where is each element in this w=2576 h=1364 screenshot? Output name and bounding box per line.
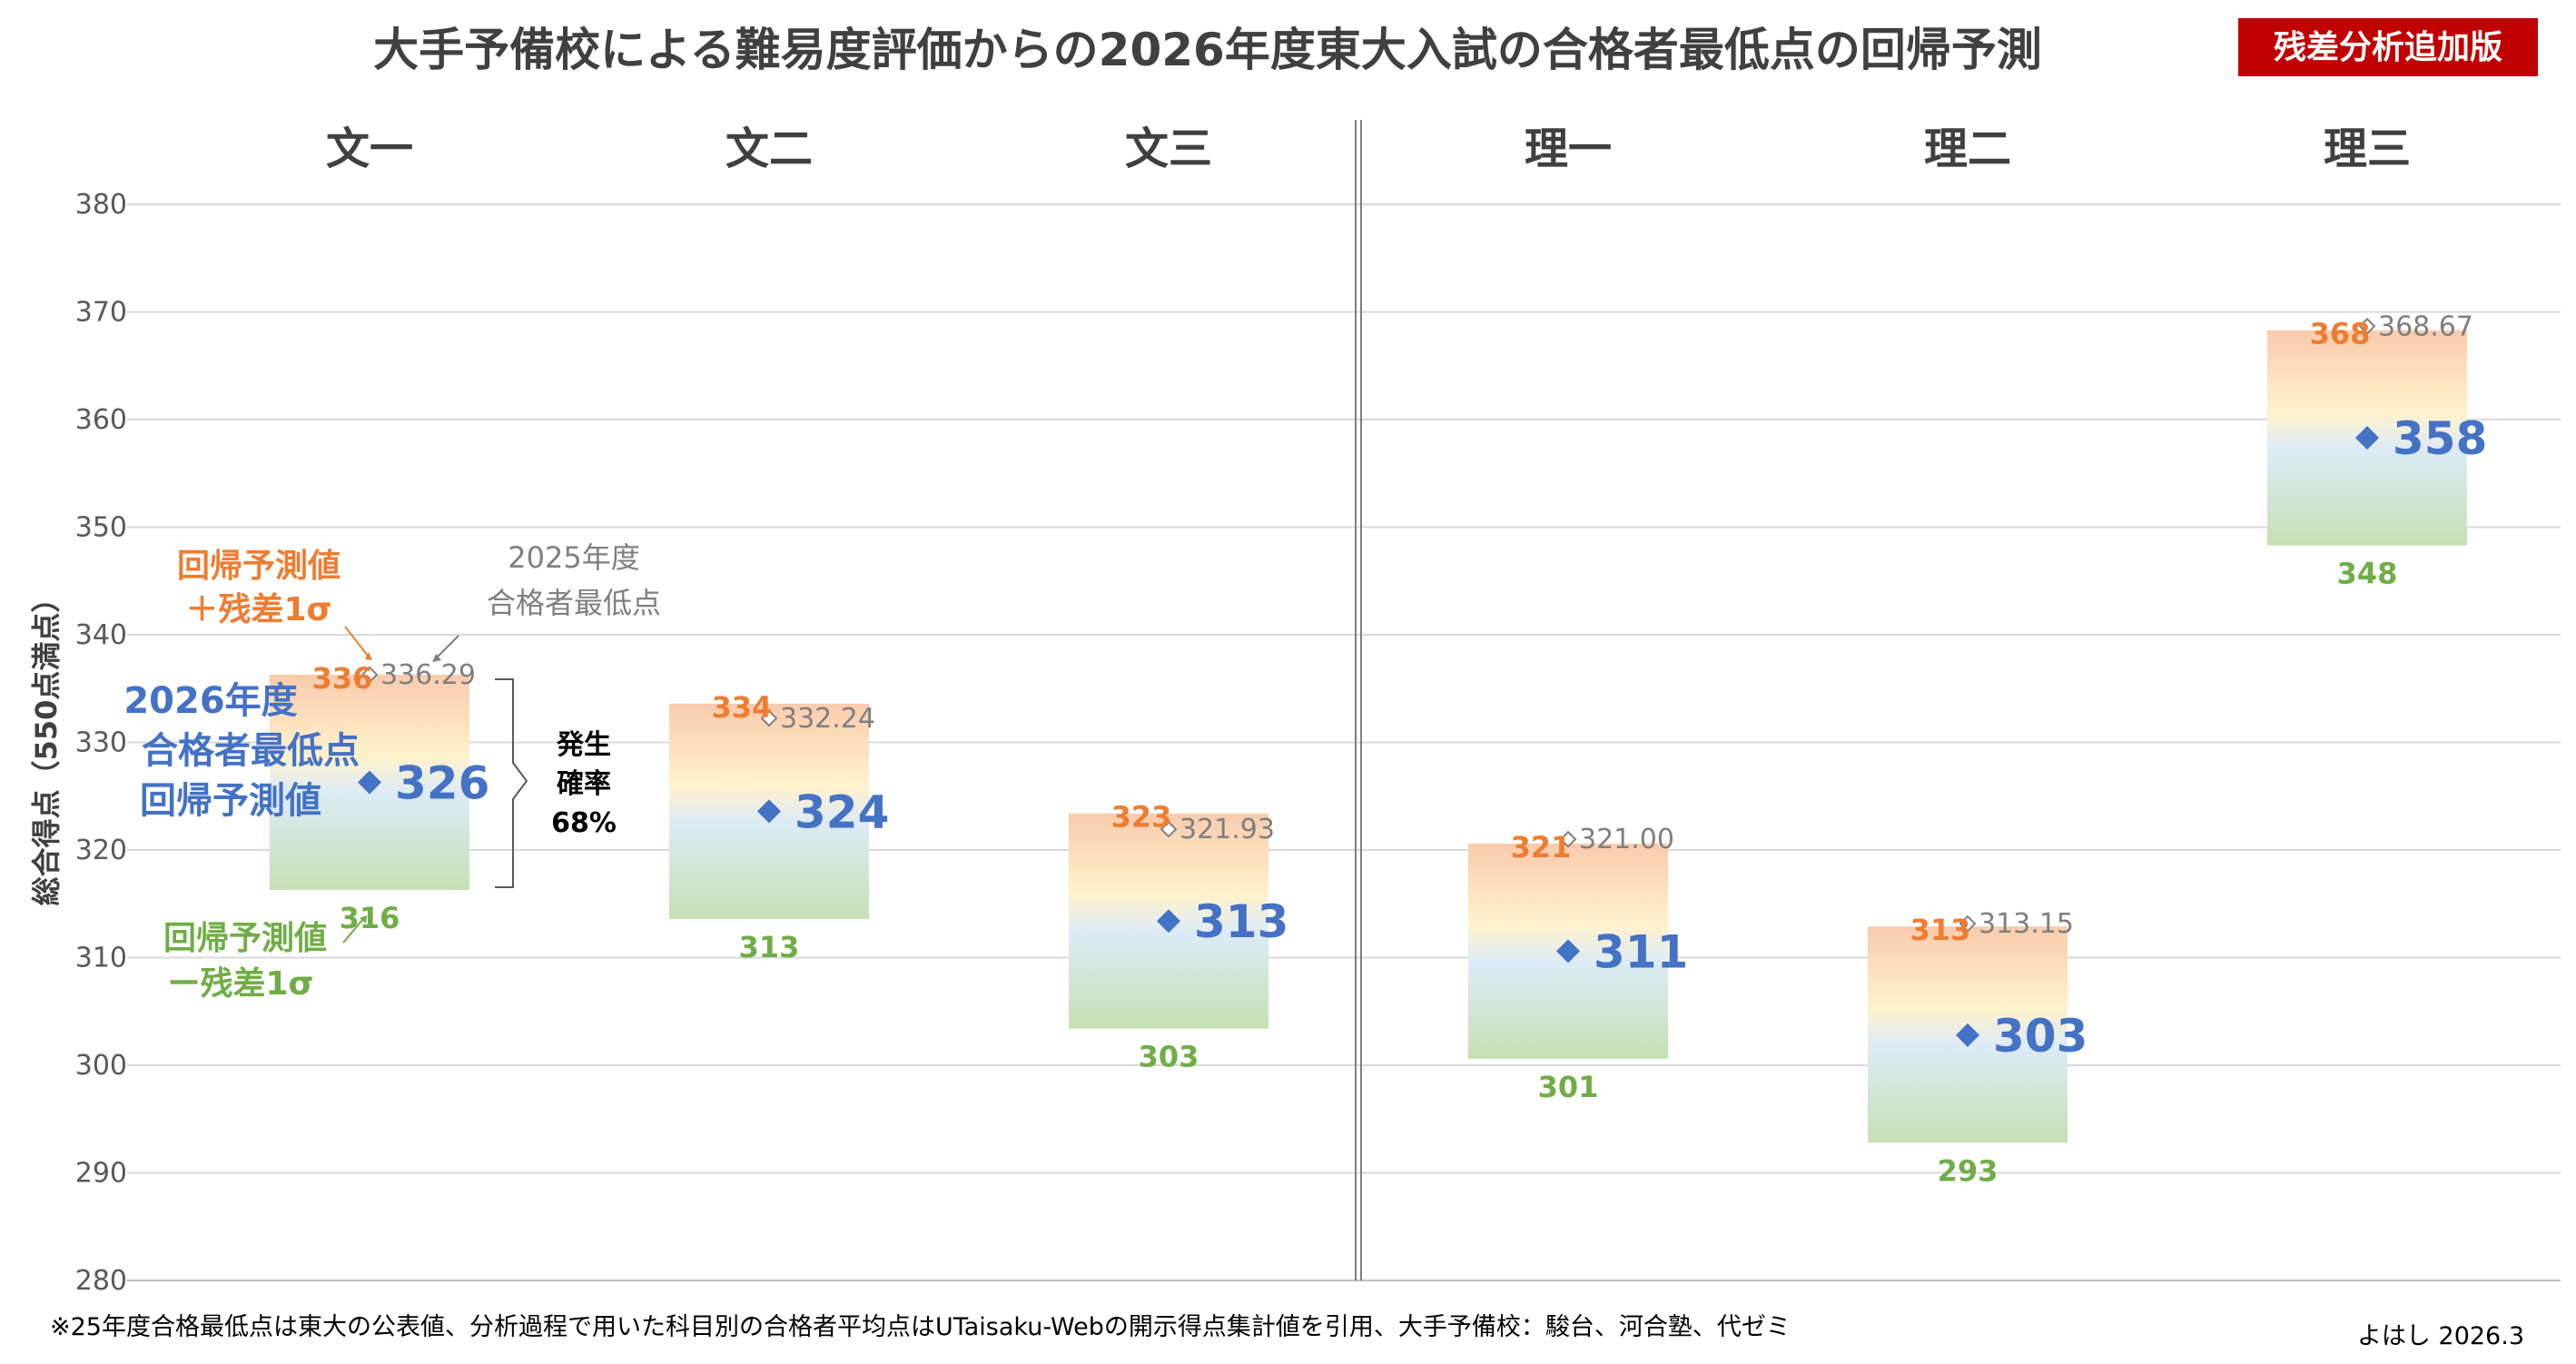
actual-2025-label: 321.00 (1579, 824, 1674, 855)
upper-label: 334 (712, 690, 773, 725)
annotation-actual-line1: 2025年度 (508, 540, 639, 575)
category-label: 理二 (1924, 124, 2011, 174)
annotation-prob-line1: 発生 (556, 729, 611, 761)
annotation-upper-arrowhead (365, 652, 372, 660)
lower-label: 316 (340, 901, 400, 935)
annotation-upper-arrow (344, 626, 369, 657)
predicted-point (757, 799, 781, 824)
upper-label: 313 (1910, 913, 1971, 947)
y-axis-label: 総合得点（550点満点） (29, 584, 64, 906)
upper-label: 323 (1111, 800, 1172, 835)
y-tick-label: 350 (75, 512, 127, 544)
annotation-prob-line3: 68% (551, 807, 617, 839)
upper-label: 368 (2310, 317, 2371, 351)
actual-2025-label: 332.24 (780, 703, 875, 735)
predicted-label: 326 (395, 756, 489, 809)
category-labels: 文一 文二 文三 理一 理二 理三 (326, 124, 2411, 174)
chart-title: 大手予備校による難易度評価からの2026年度東大入試の合格者最低点の回帰予測 (373, 24, 2042, 76)
y-tick-label: 280 (75, 1265, 127, 1297)
predicted-label: 303 (1993, 1010, 2087, 1063)
y-tick-label: 330 (75, 727, 127, 759)
predicted-point (1556, 939, 1580, 964)
probability-bracket (495, 678, 528, 888)
predicted-point (1956, 1023, 1979, 1047)
footer-author: よはし 2026.3 (2357, 1322, 2524, 1350)
y-tick-label: 370 (75, 297, 127, 329)
predicted-label: 358 (2393, 412, 2487, 465)
y-tick-labels: 280 290 300 310 320 330 340 350 360 370 380 (75, 189, 127, 1297)
predicted-label: 324 (795, 786, 889, 838)
lower-label: 313 (739, 930, 800, 964)
upper-label: 336 (312, 661, 373, 696)
annotation-actual-arrowhead (432, 654, 441, 662)
predicted-point (2355, 426, 2379, 450)
grid (127, 203, 2561, 1281)
actual-2025-label: 368.67 (2378, 311, 2473, 342)
category-label: 理三 (2324, 124, 2411, 174)
y-tick-label: 320 (75, 835, 127, 866)
actual-2025-point (1160, 820, 1178, 838)
predicted-point (1157, 909, 1180, 934)
actual-2025-point (1959, 914, 1977, 933)
annotation-actual-arrow (435, 635, 459, 659)
actual-2025-point (760, 709, 778, 727)
actual-2025-point (2358, 317, 2376, 335)
y-tick-label: 290 (75, 1158, 127, 1190)
category-label: 理一 (1525, 124, 1612, 174)
category-label: 文二 (725, 124, 813, 174)
category-group: 358 368 368.67 348 (2267, 311, 2487, 591)
upper-label: 321 (1511, 830, 1572, 865)
annotation-prob-line2: 確率 (557, 768, 611, 800)
actual-2025-point (1559, 830, 1577, 848)
badge: 残差分析追加版 (2238, 18, 2538, 76)
y-tick-label: 340 (75, 619, 127, 651)
category-group: 313 323 321.93 303 (1069, 800, 1288, 1074)
annotation-lower-arrow (342, 918, 364, 944)
badge-background (2238, 18, 2538, 76)
y-tick-label: 300 (75, 1050, 127, 1082)
y-tick-label: 360 (75, 404, 127, 436)
category-group: 303 313 313.15 293 (1868, 908, 2087, 1188)
actual-2025-label: 321.93 (1179, 814, 1275, 845)
badge-label: 残差分析追加版 (2274, 29, 2502, 66)
lower-label: 301 (1538, 1070, 1599, 1104)
annotation-pred-line1: 2026年度 (123, 680, 297, 722)
category-label: 文一 (326, 124, 413, 174)
y-tick-label: 310 (75, 943, 127, 974)
footer-note: ※25年度合格最低点は東大の公表値、分析過程で用いた科目別の合格者平均点はUTa… (50, 1313, 1791, 1341)
category-group: 324 334 332.24 313 (669, 690, 889, 964)
annotation-actual-line2: 合格者最低点 (487, 586, 661, 620)
annotation-upper-line2: ＋残差1σ (185, 591, 331, 628)
actual-2025-label: 336.29 (380, 659, 476, 691)
annotation-lower-line2: ー残差1σ (167, 965, 313, 1003)
lower-label: 293 (1938, 1153, 1999, 1188)
lower-label: 303 (1139, 1040, 1199, 1074)
legend-annotations: 回帰予測値 ＋残差1σ 2025年度 合格者最低点 2026年度 合格者最低点 … (123, 540, 661, 1003)
annotation-lower-line1: 回帰予測値 (163, 920, 327, 957)
category-group: 326 336 336.29 316 (270, 659, 489, 935)
predicted-point (358, 770, 381, 795)
annotation-lower-arrowhead (360, 915, 367, 924)
predicted-label: 313 (1194, 895, 1288, 948)
lower-label: 348 (2337, 557, 2398, 591)
annotation-upper-line1: 回帰予測値 (177, 548, 341, 585)
annotation-pred-line3: 回帰予測値 (140, 780, 321, 822)
predicted-label: 311 (1594, 925, 1688, 978)
category-label: 文三 (1125, 124, 1212, 174)
y-tick-label: 380 (75, 189, 127, 221)
actual-2025-point (360, 666, 379, 684)
actual-2025-label: 313.15 (1979, 908, 2074, 940)
annotation-pred-line2: 合格者最低点 (142, 730, 360, 772)
category-group: 311 321 321.00 301 (1468, 824, 1688, 1104)
category-divider (1355, 120, 1362, 1280)
